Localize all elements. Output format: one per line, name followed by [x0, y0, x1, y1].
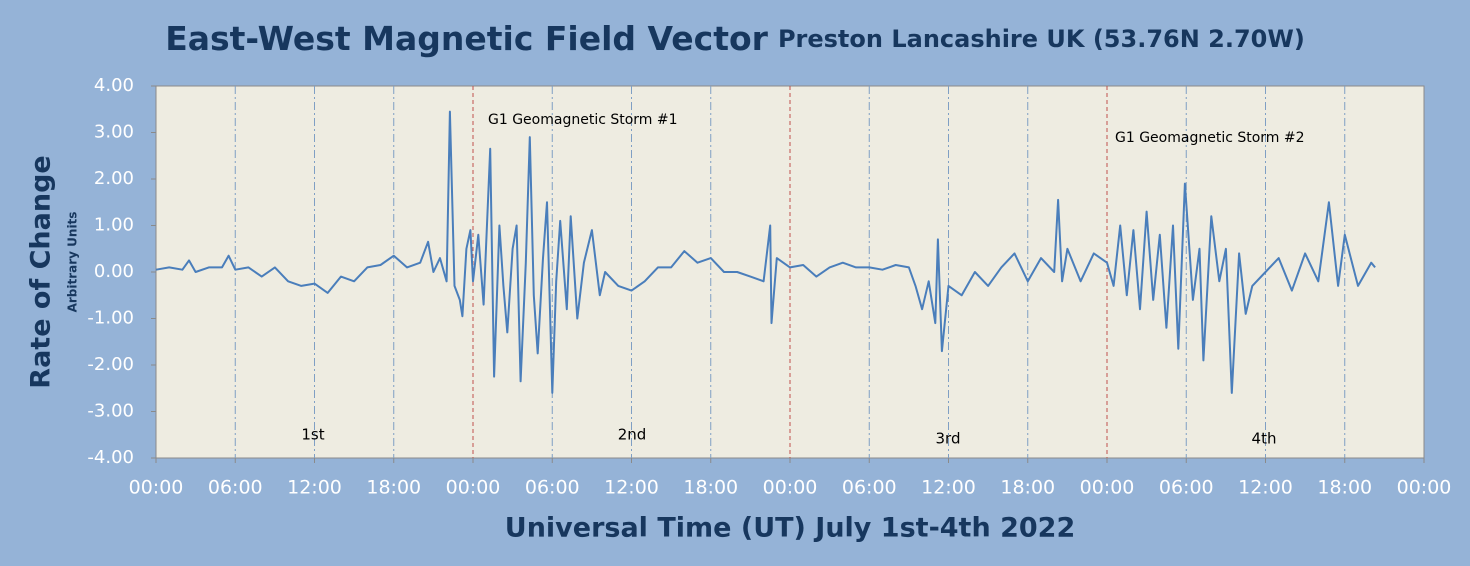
x-tick-label: 12:00 — [1238, 477, 1293, 499]
x-tick-label: 18:00 — [366, 477, 421, 499]
y-tick-label: 4.00 — [94, 75, 134, 96]
x-tick-label: 00:00 — [1080, 477, 1135, 499]
y-axis-sublabel: Arbitrary Units — [66, 212, 80, 313]
y-tick-label: 2.00 — [94, 168, 134, 189]
chart-title: East-West Magnetic Field Vector — [165, 19, 768, 58]
x-tick-label: 00:00 — [763, 477, 818, 499]
x-tick-label: 12:00 — [604, 477, 659, 499]
y-axis-label: Rate of Change — [26, 155, 57, 388]
x-tick-label: 06:00 — [1159, 477, 1214, 499]
chart-subtitle: Preston Lancashire UK (53.76N 2.70W) — [778, 25, 1305, 53]
y-tick-label: -2.00 — [87, 354, 134, 375]
x-axis-label: Universal Time (UT) July 1st-4th 2022 — [505, 513, 1075, 544]
x-tick-label: 12:00 — [921, 477, 976, 499]
day-label: 4th — [1252, 430, 1277, 448]
y-tick-label: 1.00 — [94, 215, 134, 236]
x-tick-label: 06:00 — [208, 477, 263, 499]
x-tick-label: 12:00 — [287, 477, 342, 499]
x-tick-label: 00:00 — [129, 477, 184, 499]
y-tick-label: 0.00 — [94, 261, 134, 282]
y-tick-label: 3.00 — [94, 122, 134, 143]
y-tick-label: -4.00 — [87, 447, 134, 468]
x-tick-label: 06:00 — [525, 477, 580, 499]
data-line — [155, 110, 1376, 394]
x-tick-label: 18:00 — [683, 477, 738, 499]
day-label: 2nd — [618, 426, 647, 444]
day-label: 3rd — [936, 430, 961, 448]
x-tick-label: 00:00 — [446, 477, 501, 499]
annotation: G1 Geomagnetic Storm #2 — [1115, 130, 1305, 146]
y-tick-label: -1.00 — [87, 308, 134, 329]
day-label: 1st — [301, 426, 324, 444]
y-tick-label: -3.00 — [87, 401, 134, 422]
title-block: East-West Magnetic Field Vector Preston L… — [165, 19, 1305, 58]
x-tick-label: 06:00 — [842, 477, 897, 499]
annotation: G1 Geomagnetic Storm #1 — [488, 112, 678, 128]
x-tick-label: 18:00 — [1000, 477, 1055, 499]
x-tick-label: 00:00 — [1397, 477, 1452, 499]
x-tick-label: 18:00 — [1317, 477, 1372, 499]
